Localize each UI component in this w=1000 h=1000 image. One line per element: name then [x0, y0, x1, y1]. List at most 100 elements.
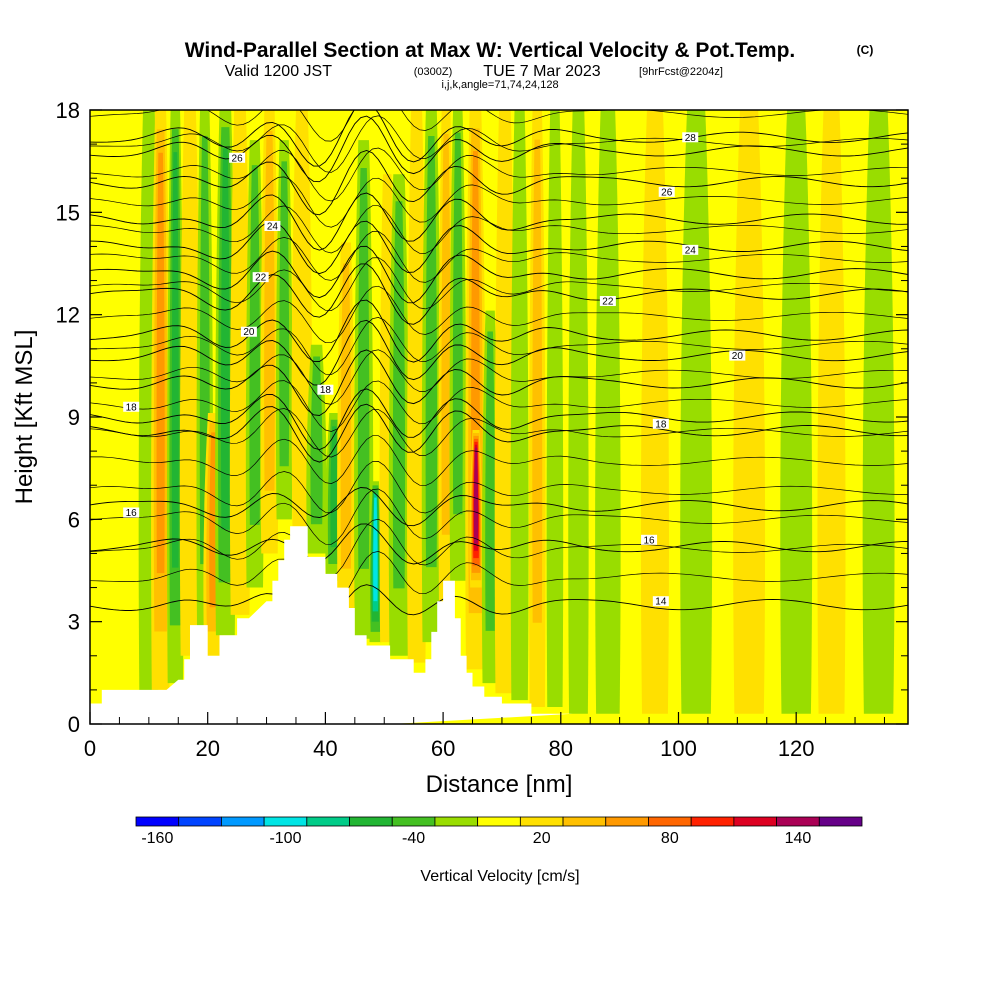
contour-label-bg [229, 152, 246, 163]
contour-label: 18 [126, 402, 138, 413]
contour-label: 26 [661, 187, 673, 198]
contour-label: 22 [255, 273, 267, 284]
velocity-plume [179, 110, 201, 656]
pot-temp-contour [90, 408, 908, 458]
valid-date: TUE 7 Mar 2023 [483, 63, 600, 80]
colorbar-swatch [178, 816, 222, 827]
velocity-plume [220, 148, 230, 530]
pot-temp-contour [90, 110, 908, 167]
colorbar-swatch [477, 816, 521, 827]
colorbar: -160 -100 -40 20 80 140 [135, 816, 863, 847]
colorbar-swatch [519, 816, 564, 827]
colorbar-swatch [733, 816, 777, 827]
x-axis-title: Distance [nm] [426, 771, 573, 798]
contour-label: 20 [732, 351, 744, 362]
colorbar-swatch [605, 816, 649, 827]
colorbar-tick-label: 140 [785, 830, 812, 847]
pot-temp-contour [90, 231, 908, 283]
velocity-plume [640, 110, 669, 714]
pot-temp-contour [90, 551, 908, 608]
y-tick-label: 0 [68, 712, 80, 737]
pot-temp-contour [90, 115, 908, 173]
colorbar-swatch [135, 816, 180, 827]
colorbar-swatch [648, 816, 692, 827]
velocity-plume [595, 110, 621, 714]
pot-temp-labels: 14 16 16 18 18 18 20 20 22 22 24 24 26 26 28 [123, 132, 746, 608]
contour-label-bg [652, 418, 669, 429]
contour-label-bg [729, 350, 746, 361]
forecast-label: [9hrFcst@2204z] [639, 66, 723, 78]
colorbar-swatch [391, 816, 436, 827]
velocity-plume [733, 110, 766, 714]
title-block: Wind-Parallel Section at Max W: Vertical… [185, 39, 874, 91]
colorbar-swatch [818, 816, 863, 827]
colorbar-swatch [349, 816, 393, 827]
colorbar-tick-label: -40 [402, 830, 425, 847]
velocity-plume [156, 152, 165, 574]
pot-temp-contour [90, 147, 908, 202]
contour-label-bg [252, 272, 269, 283]
pot-temp-contour [90, 299, 908, 363]
pot-temp-contour [90, 349, 908, 405]
velocity-plume [494, 110, 516, 694]
velocity-plume [452, 132, 463, 515]
contour-label-bg [240, 326, 257, 337]
pot-temp-contour [90, 220, 908, 275]
colorbar-swatch [434, 816, 479, 827]
x-tick-label: 40 [313, 736, 337, 761]
pot-temp-contour [90, 403, 908, 463]
contour-label: 22 [602, 297, 614, 308]
section-params: i,j,k,angle=71,74,24,128 [441, 79, 558, 91]
y-axis-title: Height [Kft MSL] [11, 330, 38, 505]
pot-temp-contour [90, 518, 908, 578]
colorbar-tick-label: 20 [533, 830, 551, 847]
x-tick-label: 120 [778, 736, 815, 761]
velocity-plume [546, 110, 564, 707]
contour-label: 16 [644, 535, 656, 546]
velocity-plume [425, 136, 438, 568]
pot-temp-contour [90, 461, 908, 514]
y-tick-label: 12 [56, 303, 80, 328]
y-tick-label: 9 [68, 405, 80, 430]
colorbar-swatch [562, 816, 607, 827]
pot-temp-contour [90, 388, 908, 451]
velocity-plume [568, 110, 589, 714]
contour-label: 16 [126, 508, 138, 519]
pot-temp-contour [90, 317, 908, 376]
chart-title: Wind-Parallel Section at Max W: Vertical… [185, 39, 796, 62]
colorbar-swatch [776, 816, 820, 827]
pot-temp-contour [90, 150, 908, 216]
contour-label-bg [123, 401, 140, 412]
pot-temp-contour [90, 285, 908, 344]
velocity-plume [340, 263, 352, 569]
pot-temp-contour [90, 245, 908, 304]
velocity-plume [249, 165, 261, 525]
y-tick-label: 6 [68, 507, 80, 532]
colorbar-swatch [221, 816, 265, 827]
contour-label: 14 [655, 597, 667, 608]
colorbar-tick-label: -160 [141, 830, 173, 847]
colorbar-swatch [306, 816, 350, 827]
contour-label-bg [652, 596, 669, 607]
contour-label: 20 [243, 327, 255, 338]
plot-area: 14 16 16 18 18 18 20 20 22 22 24 24 26 26 28 [90, 110, 908, 724]
pot-temp-contour [90, 380, 908, 432]
contour-label-bg [658, 186, 675, 197]
pot-temp-contours [90, 110, 908, 627]
x-tick-label: 20 [195, 736, 219, 761]
pot-temp-contour [90, 257, 908, 311]
copyright-mark: (C) [857, 43, 874, 57]
contour-label: 24 [267, 221, 279, 232]
velocity-plume [473, 447, 479, 544]
velocity-plume [485, 331, 496, 631]
y-tick-label: 18 [56, 98, 80, 123]
pot-temp-contour [90, 110, 908, 142]
pot-temp-contour [90, 176, 908, 228]
x-tick-label: 80 [549, 736, 573, 761]
pot-temp-contour [90, 584, 908, 627]
pot-temp-contour [90, 192, 908, 251]
contour-label-bg [641, 534, 658, 545]
pot-temp-contour [90, 319, 908, 386]
velocity-plume [373, 497, 378, 602]
